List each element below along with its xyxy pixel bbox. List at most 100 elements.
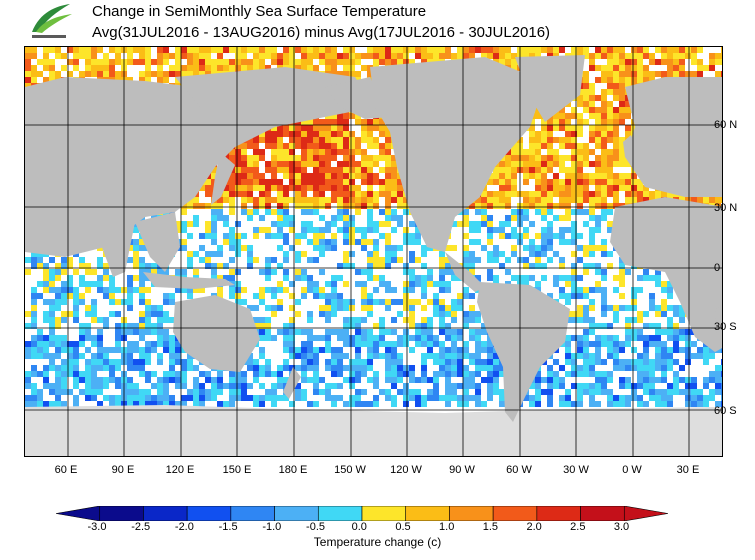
anomaly-cell xyxy=(181,245,187,251)
anomaly-cell xyxy=(313,125,319,131)
anomaly-cell xyxy=(295,311,301,317)
anomaly-cell xyxy=(331,371,337,377)
anomaly-cell xyxy=(667,191,673,197)
anomaly-cell xyxy=(49,275,55,281)
anomaly-cell xyxy=(43,47,49,53)
anomaly-cell xyxy=(229,401,235,407)
anomaly-cell xyxy=(475,335,481,341)
anomaly-cell xyxy=(199,47,205,53)
anomaly-cell xyxy=(349,47,355,53)
anomaly-cell xyxy=(85,305,91,311)
anomaly-cell xyxy=(367,65,373,71)
anomaly-cell xyxy=(133,359,139,365)
anomaly-cell xyxy=(583,221,589,227)
anomaly-cell xyxy=(403,203,409,209)
anomaly-cell xyxy=(313,365,319,371)
anomaly-cell xyxy=(325,65,331,71)
anomaly-cell xyxy=(289,347,295,353)
anomaly-cell xyxy=(223,215,229,221)
anomaly-cell xyxy=(109,275,115,281)
anomaly-cell xyxy=(241,179,247,185)
anomaly-cell xyxy=(511,173,517,179)
anomaly-cell xyxy=(205,59,211,65)
anomaly-cell xyxy=(541,131,547,137)
anomaly-cell xyxy=(667,359,673,365)
anomaly-cell xyxy=(463,251,469,257)
anomaly-cell xyxy=(265,287,271,293)
anomaly-cell xyxy=(661,311,667,317)
anomaly-cell xyxy=(349,323,355,329)
anomaly-cell xyxy=(247,395,253,401)
anomaly-cell xyxy=(289,245,295,251)
anomaly-cell xyxy=(379,167,385,173)
anomaly-cell xyxy=(511,233,517,239)
anomaly-cell xyxy=(307,137,313,143)
anomaly-cell xyxy=(595,107,601,113)
anomaly-cell xyxy=(529,383,535,389)
anomaly-cell xyxy=(85,281,91,287)
anomaly-cell xyxy=(85,347,91,353)
anomaly-cell xyxy=(445,281,451,287)
anomaly-cell xyxy=(61,263,67,269)
anomaly-cell xyxy=(595,167,601,173)
anomaly-cell xyxy=(73,377,79,383)
anomaly-cell xyxy=(391,317,397,323)
anomaly-cell xyxy=(553,113,559,119)
anomaly-cell xyxy=(385,149,391,155)
anomaly-cell xyxy=(25,59,31,65)
anomaly-cell xyxy=(367,275,373,281)
anomaly-cell xyxy=(373,245,379,251)
anomaly-cell xyxy=(163,299,169,305)
anomaly-cell xyxy=(493,257,499,263)
anomaly-cell xyxy=(73,59,79,65)
anomaly-cell xyxy=(133,323,139,329)
anomaly-cell xyxy=(37,353,43,359)
anomaly-cell xyxy=(283,377,289,383)
anomaly-cell xyxy=(301,149,307,155)
anomaly-cell xyxy=(301,221,307,227)
anomaly-cell xyxy=(601,53,607,59)
anomaly-cell xyxy=(277,131,283,137)
anomaly-cell xyxy=(661,53,667,59)
anomaly-cell xyxy=(163,317,169,323)
anomaly-cell xyxy=(349,113,355,119)
anomaly-cell xyxy=(301,251,307,257)
anomaly-cell xyxy=(295,161,301,167)
anomaly-cell xyxy=(271,185,277,191)
anomaly-cell xyxy=(319,203,325,209)
anomaly-cell xyxy=(619,365,625,371)
anomaly-cell xyxy=(67,371,73,377)
anomaly-cell xyxy=(235,287,241,293)
anomaly-cell xyxy=(511,59,517,65)
anomaly-cell xyxy=(217,65,223,71)
anomaly-cell xyxy=(367,53,373,59)
anomaly-cell xyxy=(205,389,211,395)
anomaly-cell xyxy=(247,215,253,221)
anomaly-cell xyxy=(421,245,427,251)
anomaly-cell xyxy=(355,371,361,377)
anomaly-cell xyxy=(601,323,607,329)
anomaly-cell xyxy=(661,401,667,407)
anomaly-cell xyxy=(283,149,289,155)
anomaly-cell xyxy=(361,179,367,185)
anomaly-cell xyxy=(283,161,289,167)
anomaly-cell xyxy=(259,401,265,407)
anomaly-cell xyxy=(625,185,631,191)
anomaly-cell xyxy=(661,305,667,311)
anomaly-cell xyxy=(691,341,697,347)
anomaly-cell xyxy=(613,131,619,137)
anomaly-cell xyxy=(547,125,553,131)
anomaly-cell xyxy=(25,341,31,347)
anomaly-cell xyxy=(445,257,451,263)
anomaly-cell xyxy=(571,227,577,233)
anomaly-cell xyxy=(31,371,37,377)
anomaly-cell xyxy=(589,107,595,113)
anomaly-cell xyxy=(385,257,391,263)
anomaly-cell xyxy=(421,251,427,257)
anomaly-cell xyxy=(91,71,97,77)
anomaly-cell xyxy=(523,263,529,269)
anomaly-cell xyxy=(373,371,379,377)
anomaly-cell xyxy=(439,263,445,269)
anomaly-cell xyxy=(145,305,151,311)
anomaly-cell xyxy=(253,371,259,377)
